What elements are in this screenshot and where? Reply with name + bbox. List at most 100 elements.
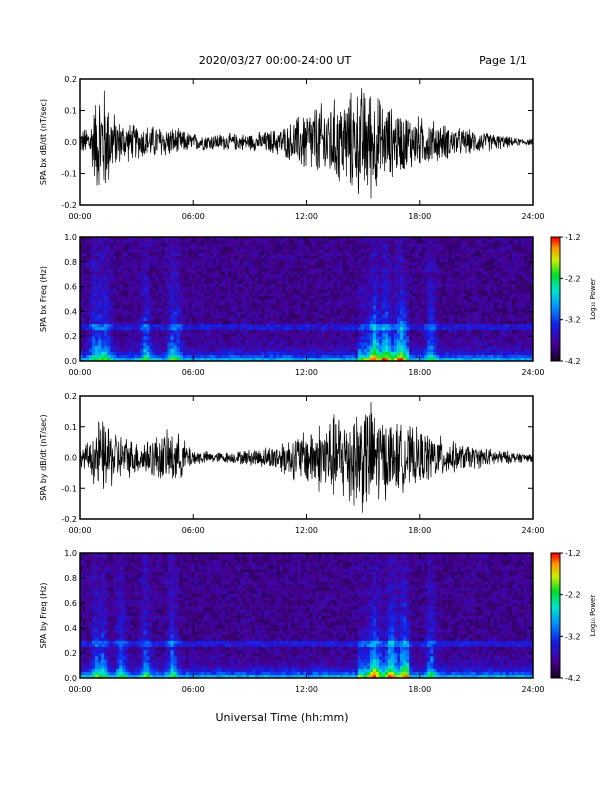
spectrogram-cell [200, 311, 205, 315]
spectrogram-cell [433, 240, 437, 244]
spectrogram-cell [424, 261, 428, 266]
spectrogram-cell [421, 314, 425, 318]
spectrogram-cell [161, 286, 165, 290]
spectrogram-cell [303, 357, 307, 362]
spectrogram-cell [170, 305, 174, 309]
spectrogram-cell [92, 357, 96, 362]
spectrogram-cell [249, 271, 253, 275]
spectrogram-cell [324, 342, 328, 346]
spectrogram-cell [445, 289, 449, 294]
spectrogram-cell [303, 348, 307, 352]
spectrogram-cell [442, 289, 446, 294]
spectrogram-cell [188, 292, 193, 297]
spectrogram-cell [98, 295, 102, 300]
spectrogram-cell [409, 326, 413, 331]
spectrogram-cell [246, 342, 250, 346]
spectrogram-cell [406, 326, 410, 331]
spectrogram-cell [330, 240, 334, 244]
spectrogram-cell [215, 311, 220, 315]
spectrogram-cell [375, 305, 380, 309]
spectrogram-cell [430, 261, 434, 266]
spectrogram-cell [339, 286, 344, 290]
spectrogram-cell [246, 243, 250, 247]
spectrogram-cell [140, 323, 144, 328]
spectrogram-cell [155, 243, 159, 247]
spectrogram-cell [372, 264, 377, 269]
spectrogram-cell [273, 302, 277, 306]
spectrogram-cell [288, 317, 292, 321]
spectrogram-cell [152, 261, 156, 266]
spectrogram-cell [442, 295, 446, 300]
spectrogram-cell [206, 305, 211, 309]
spectrogram-cell [372, 357, 377, 362]
spectrogram-cell [188, 274, 193, 278]
spectrogram-cell [104, 354, 108, 359]
spectrogram-cell [339, 317, 344, 321]
spectrogram-cell [167, 357, 171, 362]
spectrogram-cell [424, 243, 428, 247]
spectrogram-cell [197, 342, 202, 346]
spectrogram-cell [276, 252, 280, 256]
spectrogram-cell [397, 330, 401, 334]
spectrogram-cell [400, 277, 404, 281]
spectrogram-cell [264, 274, 268, 278]
spectrogram-cell [351, 317, 356, 321]
spectrogram-cell [321, 264, 325, 269]
spectrogram-cell [182, 277, 186, 281]
spectrogram-cell [273, 237, 277, 241]
spectrogram-cell [89, 264, 93, 269]
spectrogram-cell [200, 339, 205, 343]
spectrogram-cell [234, 243, 238, 247]
spectrogram-cell [158, 342, 162, 346]
spectrogram-cell [342, 348, 347, 352]
spectrogram-cell [421, 351, 425, 356]
spectrogram-cell [89, 345, 93, 349]
spectrogram-cell [309, 305, 313, 309]
spectrogram-cell [215, 264, 220, 269]
spectrogram-cell [95, 342, 99, 346]
spectrogram-cell [137, 314, 141, 318]
spectrogram-cell [273, 330, 277, 334]
spectrogram-cell [191, 317, 196, 321]
spectrogram-cell [200, 295, 205, 300]
spectrogram-cell [110, 243, 114, 247]
spectrogram-cell [294, 317, 298, 321]
spectrogram-cell [119, 289, 123, 294]
spectrogram-cell [409, 289, 413, 294]
spectrogram-cell [276, 326, 280, 331]
spectrogram-cell [406, 261, 410, 266]
spectrogram-cell [360, 342, 365, 346]
spectrogram-cell [348, 342, 353, 346]
spectrogram-cell [221, 357, 226, 362]
spectrogram-cell [297, 243, 301, 247]
spectrogram-cell [104, 264, 108, 269]
spectrogram-cell [89, 311, 93, 315]
spectrogram-cell [291, 323, 295, 328]
spectrogram-cell [267, 289, 271, 294]
spectrogram-cell [406, 264, 410, 269]
spectrogram-cell [267, 336, 271, 340]
spectrogram-cell [270, 261, 274, 266]
spectrogram-cell [342, 326, 347, 331]
spectrogram-cell [288, 345, 292, 349]
spectrogram-cell [209, 237, 214, 241]
spectrogram-cell [179, 246, 183, 250]
spectrogram-cell [161, 292, 165, 297]
spectrogram-cell [366, 342, 371, 346]
spectrogram-cell [143, 320, 147, 325]
spectrogram-cell [321, 295, 325, 300]
spectrogram-cell [406, 336, 410, 340]
spectrogram-cell [221, 289, 226, 294]
spectrogram-cell [188, 246, 193, 250]
spectrogram-cell [270, 274, 274, 278]
spectrogram-cell [291, 308, 295, 312]
spectrogram-cell [200, 268, 205, 272]
spectrogram-cell [363, 311, 368, 315]
spectrogram-cell [342, 246, 347, 250]
spectrogram-cell [143, 357, 147, 362]
spectrogram-cell [125, 243, 129, 247]
spectrogram-cell [333, 283, 337, 287]
spectrogram-cell [309, 283, 313, 287]
spectrogram-cell [412, 314, 416, 318]
spectrogram-cell [116, 299, 120, 303]
